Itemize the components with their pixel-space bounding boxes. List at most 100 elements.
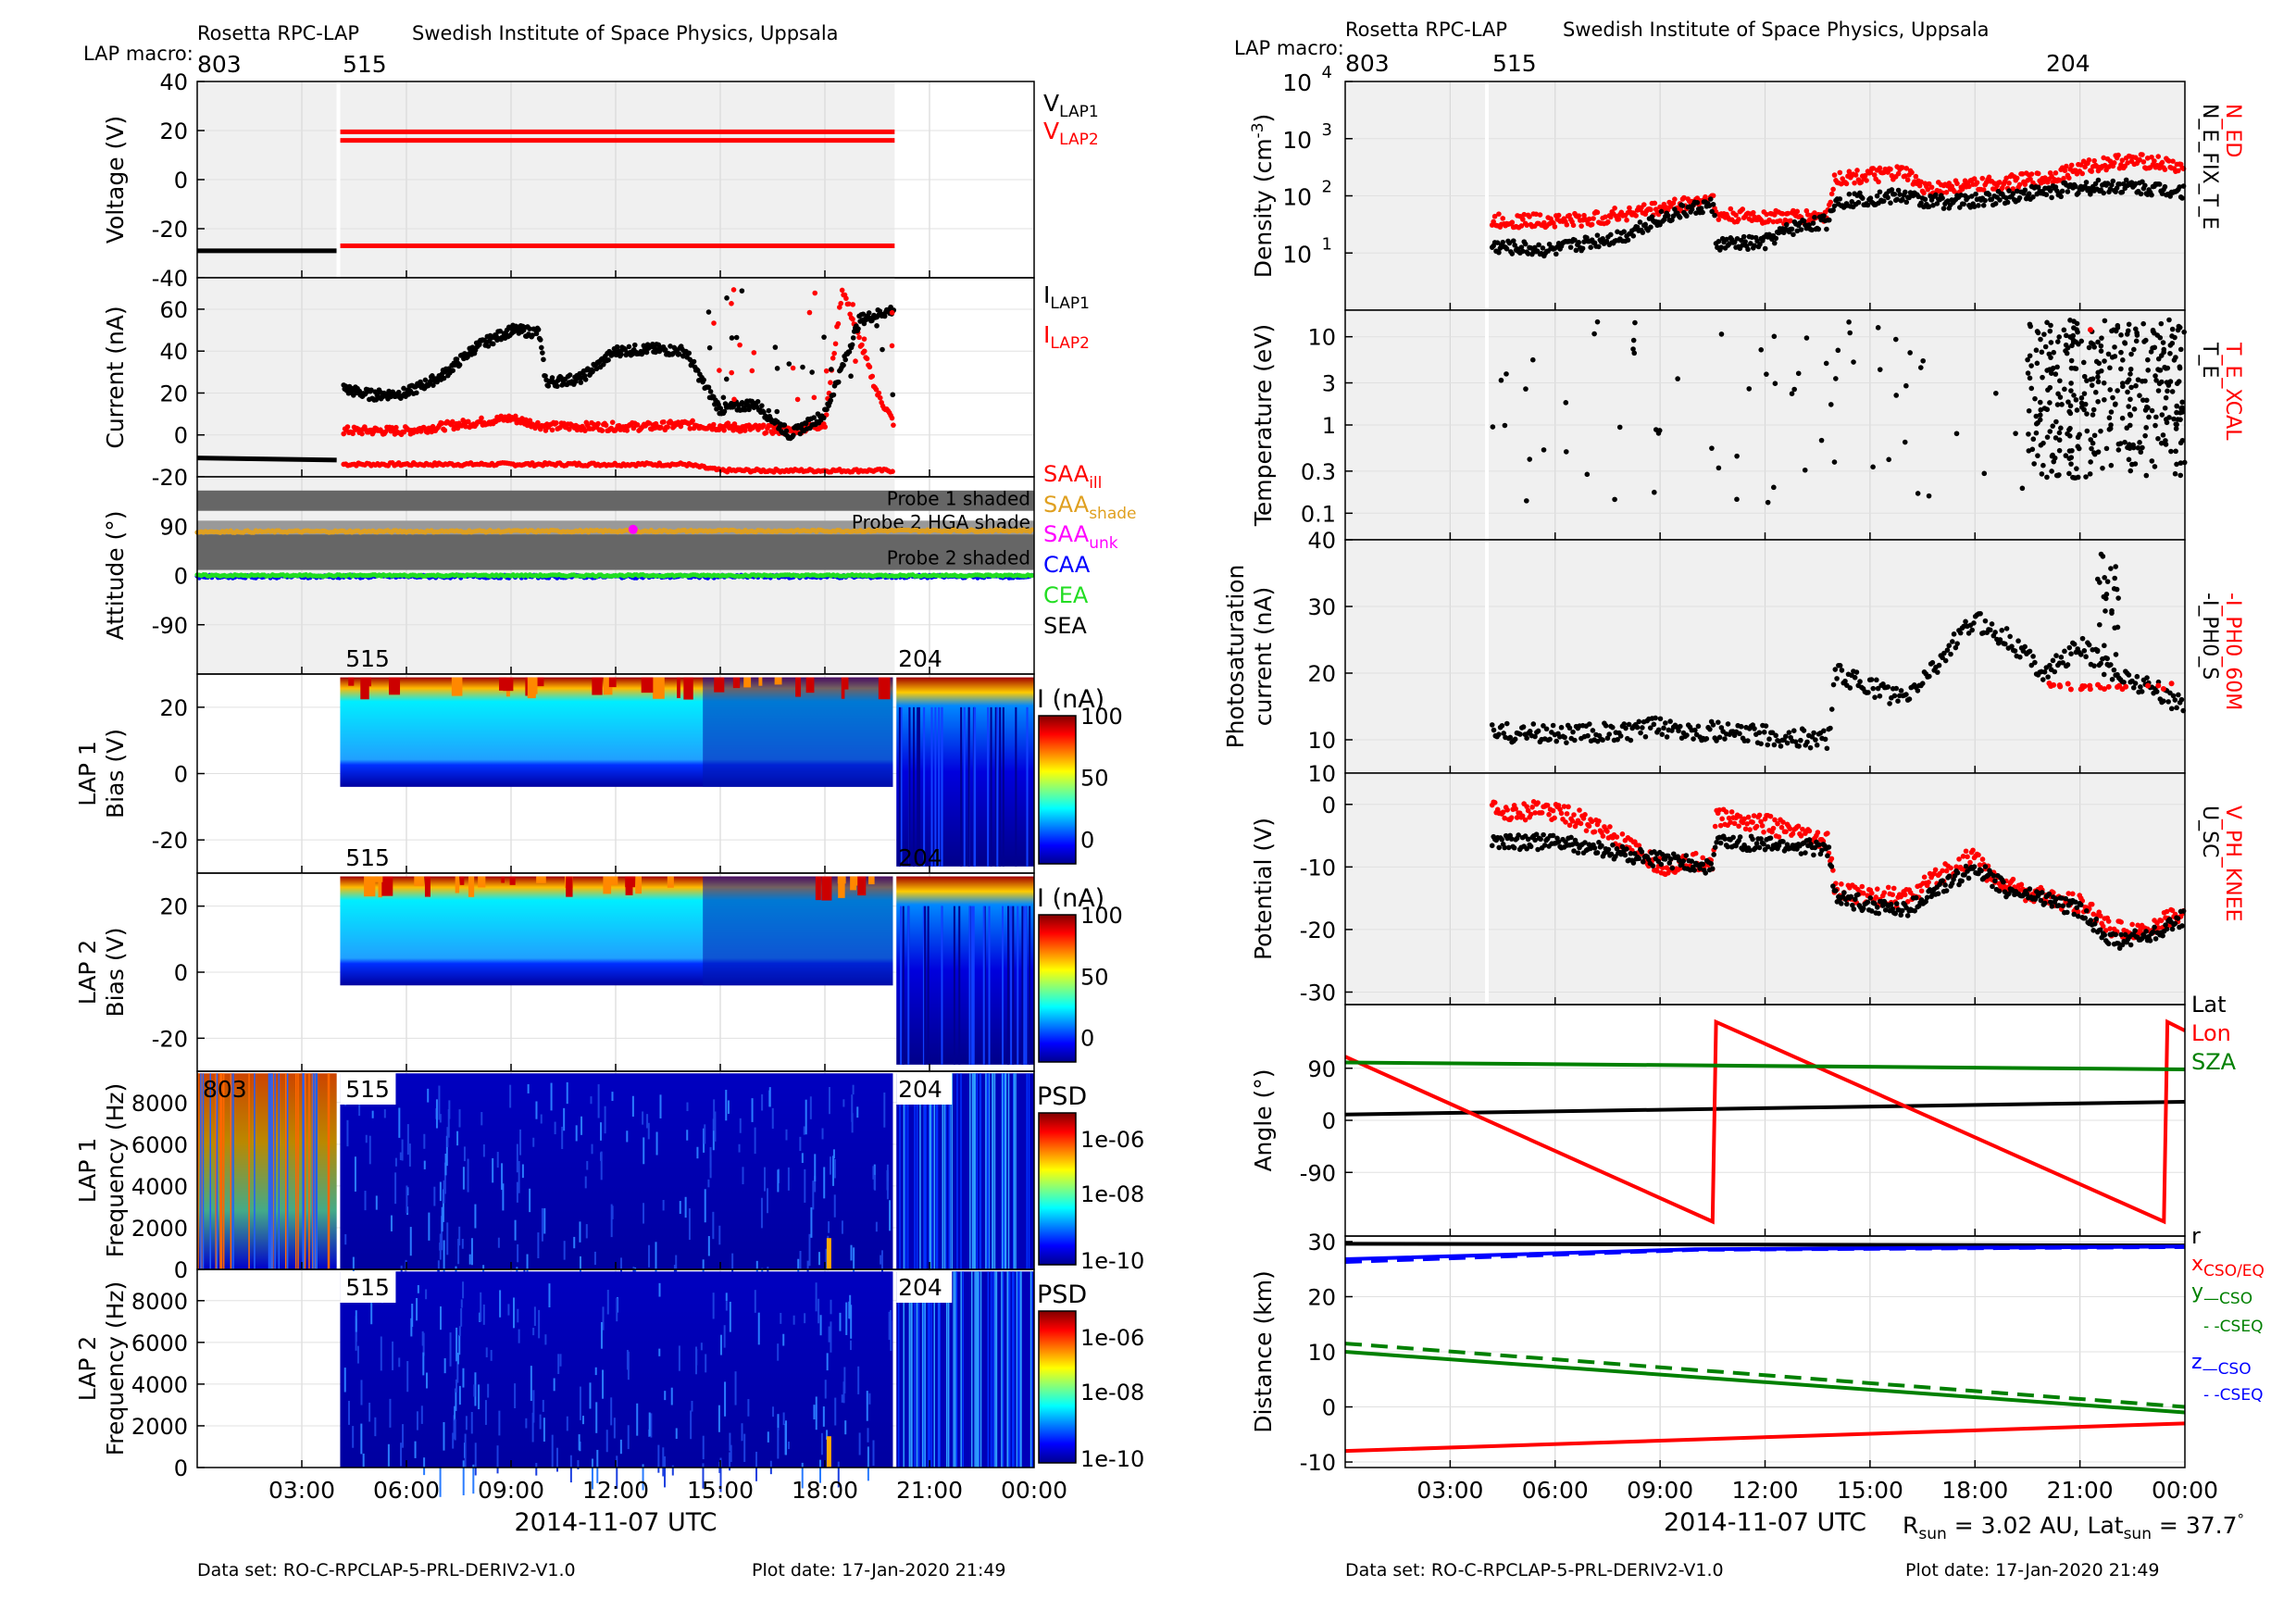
lap1-freq-ylabel: Frequency (Hz) (102, 1083, 129, 1258)
lap1-freq-heatmap-515 (340, 1073, 893, 1269)
lap2-bias-heatmap-hot (566, 876, 573, 897)
i-lap2-point (721, 427, 727, 433)
i-lap2-point (831, 350, 837, 356)
n-ed-point (2091, 157, 2097, 164)
t-e-point (2056, 447, 2063, 454)
i-lap2-point (828, 380, 833, 385)
lap1-freq-colorbar-tick: 1e-08 (1080, 1181, 1144, 1207)
lap1-freq-macro-bg (340, 1073, 396, 1105)
lap1-bias-heatmap-hot (844, 677, 849, 690)
i-lap1-point (707, 389, 714, 394)
n-ed-point (2159, 159, 2165, 166)
i-lap1-point (643, 349, 650, 356)
density-ytick-exp: 4 (1322, 63, 1332, 82)
n-ed-point (1843, 181, 1850, 187)
i-lap1-point (477, 342, 482, 347)
n-e-fix-t-e-point (1553, 251, 1559, 257)
lap2-bias-ytick-label: 0 (174, 960, 188, 986)
n-e-fix-t-e-point (1741, 233, 1747, 240)
voltage-ytick-label: -40 (152, 266, 188, 292)
n-e-fix-t-e-point (1640, 230, 1646, 235)
t-e-point (1734, 496, 1740, 503)
n-ed-point (1909, 169, 1915, 176)
n-e-fix-t-e-point (1980, 203, 1987, 208)
n-ed-point (1928, 184, 1935, 191)
i-lap2-point (856, 334, 862, 341)
n-ed-point (1527, 214, 1532, 219)
saa-unk-point (628, 524, 638, 534)
t-e-point (2146, 414, 2152, 420)
i-lap2-point (889, 415, 895, 421)
left-macro-label: LAP macro: (83, 43, 193, 65)
t-e-point (1632, 319, 1638, 326)
density-ytick-label: 10 (1282, 184, 1312, 211)
lap2-freq-heatmap-hot (826, 1436, 831, 1468)
n-e-fix-t-e-point (1648, 224, 1653, 231)
n-ed-point (1552, 224, 1558, 230)
n-e-fix-t-e-point (1607, 231, 1614, 238)
t-e-point (2090, 406, 2097, 413)
n-e-fix-t-e-point (2059, 188, 2065, 194)
lap1-bias-heatmap-hot (360, 677, 369, 700)
t-e-point (2066, 470, 2072, 477)
n-e-fix-t-e-point (1540, 245, 1546, 251)
t-e-point (2068, 388, 2074, 394)
t-e-point (2124, 331, 2130, 337)
i-lap2-point (624, 428, 630, 433)
t-e-point (1709, 445, 1715, 451)
t-e-point (2171, 416, 2177, 422)
i-lap2-point (760, 422, 767, 428)
n-e-fix-t-e-point (1712, 212, 1717, 219)
lap2-bias-heatmap-hot (378, 876, 382, 898)
n-e-fix-t-e-point (1694, 200, 1701, 206)
lap2-bias-heatmap-hot (667, 876, 674, 888)
i-lap1-point (434, 379, 440, 385)
t-e-point (1651, 489, 1657, 495)
lap2-bias-heatmap-hot (459, 876, 465, 885)
t-e-point (2115, 447, 2122, 453)
n-ed-point (1570, 222, 1577, 229)
i-lap1-point (593, 366, 600, 372)
i-burst-point (749, 368, 755, 374)
n-ed-point (2028, 171, 2035, 177)
i-burst-point (889, 343, 895, 349)
n-e-fix-t-e-point (1762, 245, 1768, 252)
i-lap1-point (626, 344, 632, 350)
density-panel: 10 4 10 3 10 2 10 1 Density (cm-3) (1249, 63, 2187, 311)
i-lap2-point (401, 429, 407, 435)
t-e-point (2128, 384, 2134, 391)
t-e-point (2042, 344, 2049, 350)
i-lap1-point (797, 431, 804, 437)
n-ed-point (2068, 162, 2075, 169)
lap1-bias-heatmap-hot (534, 677, 544, 687)
n-ed-point (1828, 199, 1834, 206)
n-ed-point (2066, 175, 2072, 181)
i-lap1-point (545, 383, 552, 389)
t-e-point (1718, 331, 1725, 337)
lap1-freq-ytick-label: 4000 (131, 1174, 188, 1200)
lap1-bias-ytick-label: -20 (152, 828, 188, 854)
i-lap1-point (401, 385, 406, 392)
i-lap2-point (837, 305, 842, 310)
voltage-ytick-label: 0 (174, 168, 188, 194)
n-e-fix-t-e-point (1588, 244, 1594, 251)
t-e-point (2028, 323, 2033, 330)
t-e-point (1926, 493, 1932, 499)
right-header: Rosetta RPC-LAP Swedish Institute of Spa… (1234, 19, 2090, 77)
t-e-point (2137, 440, 2142, 445)
n-e-fix-t-e-point (1940, 195, 1945, 201)
n-e-fix-t-e-point (1846, 191, 1853, 197)
i-lap1-point (430, 382, 436, 388)
n-e-fix-t-e-point (2101, 190, 2107, 196)
lap1-bias-heatmap-hot (641, 677, 654, 693)
lap2-freq-colorbar-tick: 1e-08 (1080, 1380, 1144, 1405)
i-burst-point (711, 320, 717, 326)
n-e-fix-t-e-point (1877, 189, 1883, 195)
i-lap2-point (350, 431, 356, 437)
left-xtick-label: 18:00 (792, 1477, 858, 1504)
t-e-point (1612, 496, 1617, 503)
t-e-point (2099, 335, 2104, 341)
i-lap1-line (196, 456, 337, 463)
attitude-band-label: Probe 2 shaded (887, 547, 1030, 569)
